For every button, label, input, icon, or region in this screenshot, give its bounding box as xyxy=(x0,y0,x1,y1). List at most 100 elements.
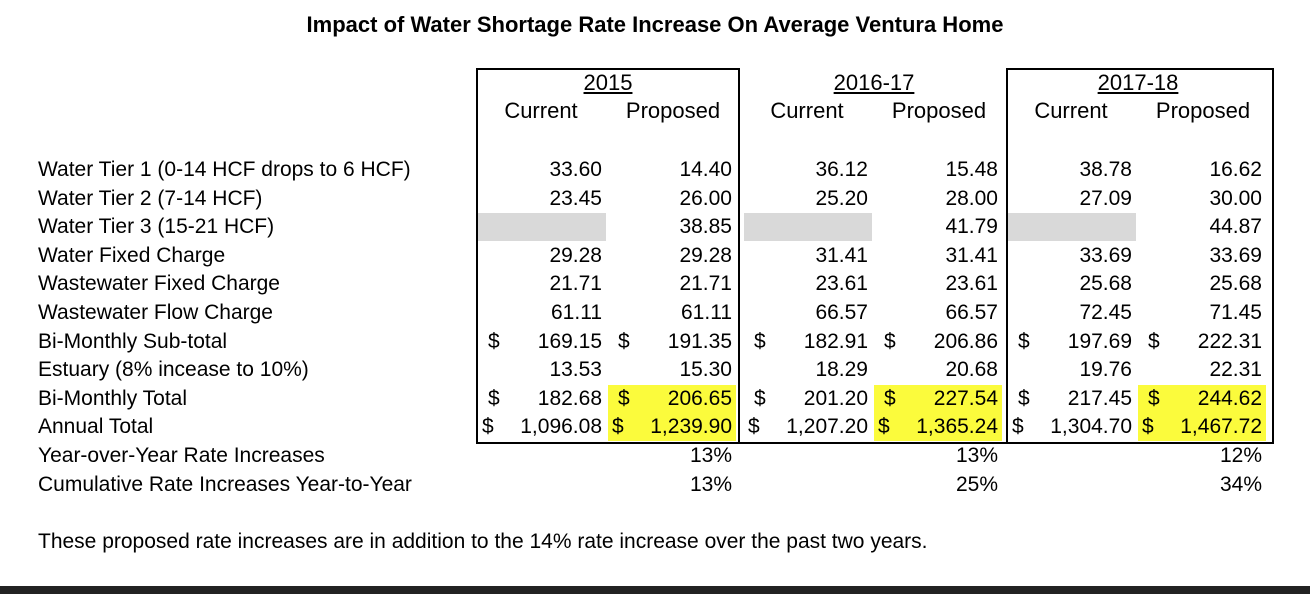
table-title: Impact of Water Shortage Rate Increase O… xyxy=(306,12,1004,37)
table-cell: 72.45 xyxy=(1008,299,1136,327)
currency-symbol: $ xyxy=(754,329,766,353)
currency-symbol: $ xyxy=(1148,329,1160,353)
cell-value: 61.11 xyxy=(551,301,602,324)
cell-value: 13% xyxy=(955,444,998,467)
table-cell: 13% xyxy=(874,442,1002,470)
proposed-column-header: Proposed xyxy=(891,98,987,123)
cell-value: 38.78 xyxy=(1079,158,1132,181)
table-cell: 25% xyxy=(874,471,1002,499)
table-cell: 21.71 xyxy=(608,270,736,298)
cell-value: 1,304.70 xyxy=(1050,415,1132,439)
table-cell: 16.62 xyxy=(1138,156,1266,184)
currency-symbol: $ xyxy=(488,329,500,353)
cell-value: 36.12 xyxy=(815,158,868,181)
cell-value: 1,365.24 xyxy=(916,415,998,439)
table-cell: 25.20 xyxy=(744,185,872,213)
cell-value: 31.41 xyxy=(815,243,868,267)
table-cell: $1,239.90 xyxy=(608,413,736,442)
table-cell: 31.41 xyxy=(744,242,872,270)
cell-value: 23.61 xyxy=(945,272,998,296)
currency-symbol: $ xyxy=(878,415,890,439)
currency-symbol: $ xyxy=(612,415,624,439)
current-column-header: Current xyxy=(770,98,844,123)
cell-value: 23.61 xyxy=(815,272,868,296)
cell-value: 182.68 xyxy=(537,386,602,410)
currency-symbol: $ xyxy=(748,415,760,439)
table-cell: 22.31 xyxy=(1138,356,1266,384)
row-label: Year-over-Year Rate Increases xyxy=(38,444,325,467)
cell-value: 33.60 xyxy=(549,158,602,181)
table-cell: $1,207.20 xyxy=(744,413,872,441)
table-cell: 12% xyxy=(1138,442,1266,470)
cell-value: 26.00 xyxy=(679,186,732,210)
cell-value: 27.09 xyxy=(1079,186,1132,210)
cell-value: 1,207.20 xyxy=(786,415,868,439)
cell-value: 13% xyxy=(689,444,732,467)
table-cell: 23.61 xyxy=(744,270,872,298)
cell-value: 34% xyxy=(1219,472,1262,496)
cell-value: 21.71 xyxy=(549,272,602,296)
cell-value: 217.45 xyxy=(1067,386,1132,410)
cell-value: 206.65 xyxy=(667,386,732,410)
cell-value: 21.71 xyxy=(679,272,732,296)
cell-value: 244.62 xyxy=(1197,386,1262,410)
cell-value: 19.76 xyxy=(1079,358,1132,382)
cell-value: 28.00 xyxy=(945,186,998,210)
table-cell: 14.40 xyxy=(608,156,736,184)
cell-value: 31.41 xyxy=(945,243,998,267)
cell-value: 30.00 xyxy=(1209,186,1262,210)
currency-symbol: $ xyxy=(754,386,766,410)
cell-value: 206.86 xyxy=(933,329,998,353)
currency-symbol: $ xyxy=(1018,329,1030,353)
table-cell: $197.69 xyxy=(1008,328,1136,356)
cell-value: 38.85 xyxy=(679,215,732,239)
cell-value: 20.68 xyxy=(945,358,998,382)
cell-value: 25% xyxy=(955,472,998,496)
table-cell: 18.29 xyxy=(744,356,872,384)
proposed-column-header: Proposed xyxy=(625,98,721,123)
cell-value: 201.20 xyxy=(803,386,868,410)
table-cell: 13% xyxy=(608,442,736,470)
row-label: Water Tier 1 (0-14 HCF drops to 6 HCF) xyxy=(38,158,411,181)
cell-value: 61.11 xyxy=(681,301,732,324)
cell-value: 15.30 xyxy=(679,358,732,382)
table-cell: $169.15 xyxy=(478,328,606,356)
row-label: Estuary (8% incease to 10%) xyxy=(38,358,309,382)
table-cell: 71.45 xyxy=(1138,299,1266,327)
row-label: Wastewater Fixed Charge xyxy=(38,272,280,296)
table-cell: $191.35 xyxy=(608,328,736,356)
cell-value: 182.91 xyxy=(803,329,868,353)
table-cell xyxy=(478,213,606,242)
currency-symbol: $ xyxy=(1018,386,1030,410)
table-cell: 19.76 xyxy=(1008,356,1136,384)
cell-value: 191.35 xyxy=(667,329,732,353)
cell-value: 66.57 xyxy=(815,301,868,324)
table-cell: 25.68 xyxy=(1138,270,1266,298)
cell-value: 33.69 xyxy=(1079,243,1132,267)
row-label: Wastewater Flow Charge xyxy=(38,301,273,324)
currency-symbol: $ xyxy=(1148,386,1160,410)
table-cell: $182.68 xyxy=(478,385,606,413)
currency-symbol: $ xyxy=(618,386,630,410)
cell-value: 23.45 xyxy=(549,186,602,210)
cell-value: 227.54 xyxy=(933,386,998,410)
table-cell: 30.00 xyxy=(1138,185,1266,213)
cell-value: 169.15 xyxy=(537,329,602,353)
currency-symbol: $ xyxy=(618,329,630,353)
cell-value: 29.28 xyxy=(679,243,732,267)
cell-value: 197.69 xyxy=(1067,329,1132,353)
table-cell: 33.69 xyxy=(1008,242,1136,270)
table-cell: 13.53 xyxy=(478,356,606,384)
table-cell xyxy=(1008,213,1136,242)
table-cell: 38.78 xyxy=(1008,156,1136,184)
table-cell: $206.65 xyxy=(608,384,736,413)
table-cell: $217.45 xyxy=(1008,385,1136,413)
cell-value: 1,096.08 xyxy=(520,415,602,439)
period-year-header: 2017-18 xyxy=(1097,70,1179,95)
row-label: Cumulative Rate Increases Year-to-Year xyxy=(38,472,412,496)
table-cell: $1,467.72 xyxy=(1138,413,1266,442)
table-cell xyxy=(744,442,872,470)
proposed-column-header: Proposed xyxy=(1155,98,1251,123)
cell-value: 13.53 xyxy=(549,358,602,382)
bottom-bar xyxy=(0,586,1310,594)
